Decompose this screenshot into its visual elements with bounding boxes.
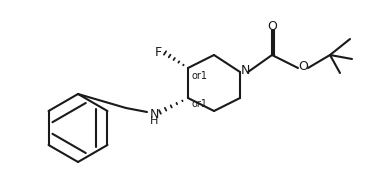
- Text: O: O: [298, 59, 308, 73]
- Text: O: O: [267, 19, 277, 32]
- Text: N: N: [149, 108, 159, 120]
- Text: or1: or1: [192, 71, 208, 81]
- Text: H: H: [150, 116, 158, 126]
- Text: F: F: [154, 46, 161, 58]
- Text: N: N: [240, 64, 250, 78]
- Text: or1: or1: [192, 99, 208, 109]
